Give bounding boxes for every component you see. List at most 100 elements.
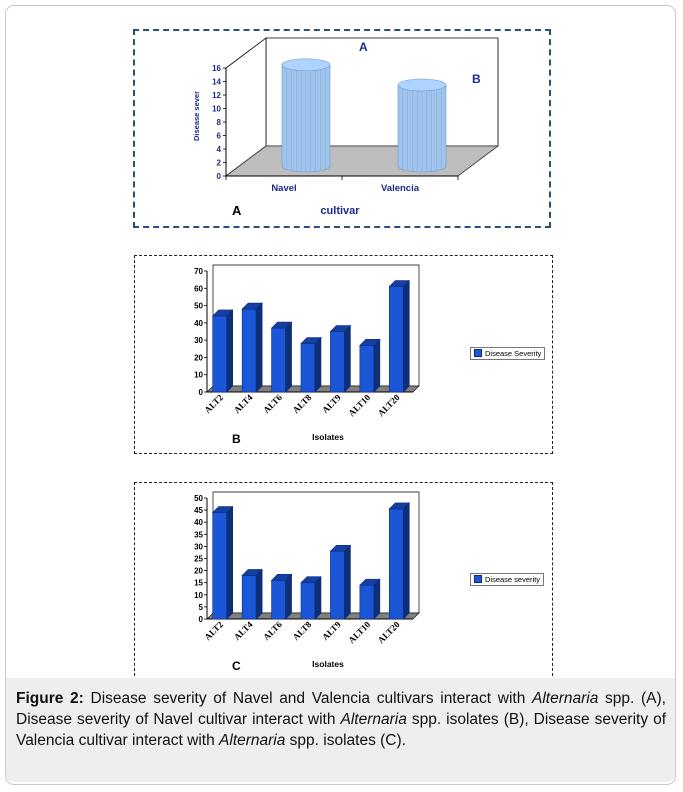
annotation-a: A — [359, 40, 368, 54]
bar-top — [329, 544, 352, 552]
annotation-b: B — [472, 72, 481, 86]
x-tick-label: Valencia — [381, 183, 420, 194]
caption-band — [6, 678, 675, 782]
y-tick-label: 4 — [217, 145, 222, 154]
y-tick-label: 70 — [194, 267, 203, 276]
y-tick-label: 16 — [212, 64, 221, 73]
legend-c-label: Disease severity — [485, 575, 541, 584]
x-tick-label: ALT6 — [261, 392, 284, 415]
bar — [300, 582, 316, 620]
y-tick-label: 15 — [194, 579, 203, 588]
bar-side — [402, 279, 410, 393]
bar — [300, 343, 316, 393]
y-tick-label: 20 — [194, 353, 203, 362]
y-tick-label: 6 — [217, 132, 222, 141]
caption-part-4: spp. isolates (C). — [285, 732, 406, 749]
x-tick-label: ALT9 — [320, 392, 343, 415]
bar-side — [285, 573, 292, 620]
caption-genus-3: Alternaria — [219, 732, 286, 749]
bar-side — [344, 544, 351, 620]
legend-c: Disease severity — [470, 573, 545, 586]
x-tick-label: ALT4 — [232, 619, 255, 642]
bar-top — [241, 569, 263, 576]
y-tick-label: 10 — [194, 591, 203, 600]
y-tick-label: 0 — [199, 615, 204, 624]
bar-side — [226, 505, 234, 620]
x-axis-label: cultivar — [320, 205, 360, 217]
x-tick-label: ALT4 — [232, 392, 255, 415]
bar-side — [314, 575, 322, 620]
y-tick-label: 0 — [199, 388, 204, 397]
y-tick-label: 20 — [194, 567, 203, 576]
bar — [388, 508, 404, 620]
bar-top — [281, 58, 331, 72]
bar — [212, 315, 228, 393]
bar-top — [270, 573, 293, 581]
y-tick-label: 8 — [217, 118, 222, 127]
x-tick-label: ALT10 — [346, 619, 372, 645]
bar-top — [397, 78, 447, 92]
caption-genus-1: Alternaria — [532, 690, 599, 707]
y-tick-label: 14 — [212, 78, 221, 87]
legend-b-label: Disease Severity — [485, 349, 542, 358]
y-tick-label: 50 — [194, 494, 203, 503]
bar — [330, 550, 345, 620]
y-tick-label: 50 — [194, 302, 203, 311]
y-tick-label: 10 — [194, 371, 203, 380]
bar-side — [226, 309, 234, 393]
bar-side — [344, 324, 351, 393]
bar-top — [388, 502, 411, 510]
y-tick-label: 2 — [217, 159, 222, 168]
y-tick-label: 10 — [212, 105, 221, 114]
bar-side — [402, 502, 410, 620]
caption-part-3: spp. isolates (B), Disease severity of V… — [16, 711, 666, 749]
bar — [212, 512, 228, 620]
bar — [271, 579, 286, 620]
chart-floor — [224, 145, 500, 177]
panel-label-a: A — [232, 203, 242, 218]
y-tick-label: 0 — [217, 172, 222, 181]
bar-side — [255, 568, 263, 620]
figure-caption: Figure 2: Disease severity of Navel and … — [16, 688, 666, 751]
bar-top — [329, 325, 352, 332]
legend-swatch — [474, 349, 482, 357]
chart-panel-b: 0 10 20 30 40 50 60 70 ALT2 ALT4 ALT6 ALT8 ALT9 ALT10… — [134, 255, 553, 454]
chart-panel-c: 0 5 10 15 20 25 30 35 40 45 50 ALT2 ALT4 ALT6 ALT8 ALT9… — [134, 482, 553, 681]
bar — [330, 331, 345, 393]
bar-top — [359, 578, 381, 586]
y-tick-label: 45 — [194, 506, 203, 515]
bar-side — [373, 578, 381, 620]
y-tick-label: 5 — [199, 603, 204, 612]
y-tick-label: 35 — [194, 530, 203, 539]
x-tick-label: ALT20 — [376, 392, 402, 418]
y-tick-label: 30 — [194, 542, 203, 551]
bar-side — [255, 302, 263, 393]
bar-top — [300, 337, 322, 344]
bar — [359, 584, 375, 620]
caption-part-1: Disease severity of Navel and Valencia c… — [83, 690, 533, 707]
x-tick-label: ALT2 — [202, 392, 225, 415]
x-tick-label: ALT8 — [291, 619, 314, 642]
bar-side — [314, 336, 322, 393]
bar — [388, 286, 404, 393]
bar — [241, 308, 257, 393]
x-tick-label: Navel — [271, 183, 296, 194]
bar — [359, 345, 375, 393]
y-tick-label: 40 — [194, 319, 203, 328]
y-tick-label: 12 — [212, 91, 221, 100]
y-tick-label: 40 — [194, 518, 203, 527]
legend-swatch — [474, 575, 482, 583]
x-axis-label: Isolates — [312, 432, 344, 442]
legend-b: Disease Severity — [470, 347, 546, 360]
x-tick-label: ALT20 — [376, 619, 402, 645]
bar-top — [300, 576, 322, 583]
bar — [271, 327, 286, 393]
panel-label-c: C — [232, 659, 241, 673]
caption-part-2: spp. (A), Disease severity of Navel cult… — [16, 690, 666, 728]
panel-label-b: B — [232, 432, 241, 446]
y-tick-label: 60 — [194, 284, 203, 293]
chart-a-svg: 0 2 4 6 8 10 12 14 16 Disease sever Navel Valencia c… — [192, 37, 500, 217]
bar — [241, 575, 257, 620]
chart-panel-a: 0 2 4 6 8 10 12 14 16 Disease sever Navel Valencia c… — [133, 29, 551, 228]
bar-top — [359, 339, 381, 346]
